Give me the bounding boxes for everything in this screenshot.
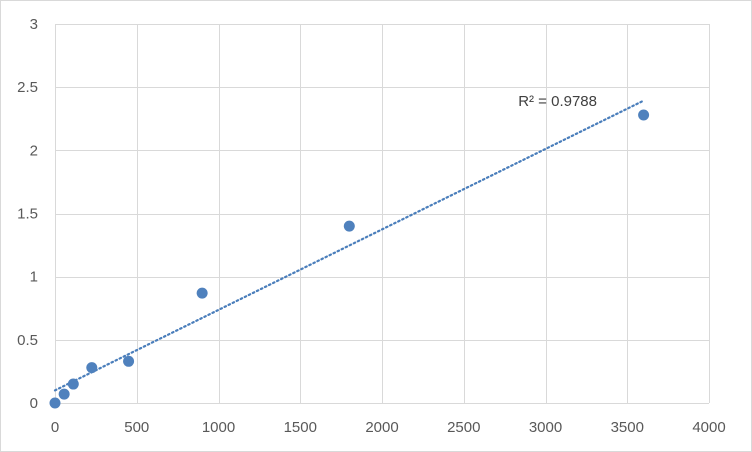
data-point	[58, 388, 70, 400]
x-tick-label: 1500	[284, 419, 317, 436]
tick-labels: 0 0.5 1 1.5 2 2.5 3 0 500 1000 1500 2000 2500 3000 350…	[17, 16, 726, 436]
data-point	[638, 109, 650, 121]
y-tick-label: 3	[30, 16, 38, 33]
trendline-group	[53, 99, 645, 392]
x-tick-label: 0	[51, 419, 59, 436]
gridlines	[55, 24, 710, 404]
data-point	[343, 220, 355, 232]
x-tick-label: 3500	[611, 419, 644, 436]
y-tick-label: 1	[30, 269, 38, 286]
data-point	[86, 362, 98, 374]
data-points	[49, 109, 650, 409]
x-tick-label: 2000	[365, 419, 398, 436]
x-tick-label: 4000	[692, 419, 725, 436]
data-point	[67, 378, 79, 390]
x-tick-label: 3000	[529, 419, 562, 436]
y-tick-label: 0	[30, 395, 38, 412]
trendline	[53, 99, 645, 392]
data-point	[196, 287, 208, 299]
r-squared-label: R² = 0.9788	[518, 93, 597, 110]
y-tick-label: 2.5	[17, 79, 38, 96]
x-tick-label: 500	[124, 419, 149, 436]
x-tick-label: 1000	[202, 419, 235, 436]
y-tick-label: 1.5	[17, 206, 38, 223]
y-tick-label: 2	[30, 142, 38, 159]
x-tick-label: 2500	[447, 419, 480, 436]
data-point	[49, 397, 61, 409]
annotations: R² = 0.9788	[518, 93, 597, 110]
y-tick-label: 0.5	[17, 332, 38, 349]
data-point	[123, 355, 135, 367]
